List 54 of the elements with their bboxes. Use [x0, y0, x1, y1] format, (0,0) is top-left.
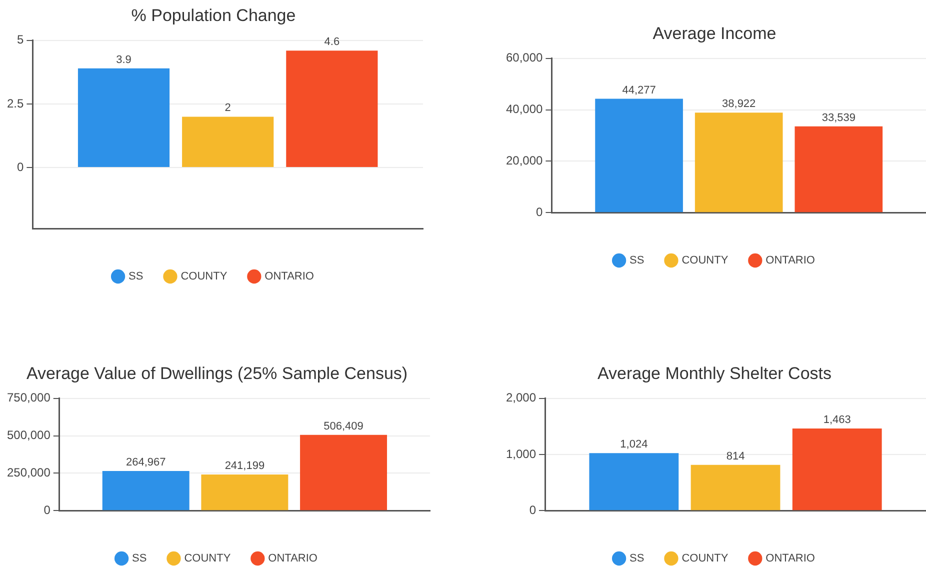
chart-title: Average Income: [652, 24, 776, 43]
bar: [102, 470, 190, 510]
y-tick-label: 750,000: [6, 390, 51, 405]
chart-title: % Population Change: [131, 6, 296, 25]
legend-label: SS: [630, 254, 644, 267]
legend-label: COUNTY: [682, 552, 729, 565]
bar: [792, 428, 882, 510]
y-tick-label: 0: [536, 204, 544, 219]
data-label: 1,024: [620, 438, 648, 451]
bar: [694, 112, 783, 212]
data-label: 44,277: [622, 84, 656, 96]
legend-label: ONTARIO: [268, 552, 318, 565]
data-label: 38,922: [722, 98, 756, 110]
legend-label: SS: [128, 270, 144, 283]
legend-label: COUNTY: [682, 254, 729, 267]
chart-title: Average Monthly Shelter Costs: [597, 364, 832, 383]
legend-label: ONTARIO: [766, 552, 816, 565]
data-label: 33,539: [822, 112, 856, 124]
legend-label: COUNTY: [184, 552, 232, 565]
y-tick-label: 0: [529, 502, 536, 517]
y-tick-label: 250,000: [6, 466, 51, 480]
bar: [286, 50, 378, 168]
bar: [78, 68, 170, 168]
legend-label: COUNTY: [180, 270, 228, 283]
y-tick-label: 5: [16, 32, 24, 47]
data-label: 506,409: [324, 420, 364, 432]
y-tick-label: 1,000: [506, 446, 536, 461]
y-tick-label: 500,000: [6, 428, 51, 442]
data-label: 814: [726, 450, 745, 462]
y-tick-label: 20,000: [506, 154, 544, 168]
data-label: 264,967: [126, 456, 166, 468]
legend-label: ONTARIO: [264, 270, 314, 283]
bar: [595, 98, 683, 212]
data-label: 241,199: [224, 460, 265, 472]
bar: [589, 453, 679, 510]
y-tick-label: 60,000: [506, 50, 544, 65]
bar: [182, 116, 274, 168]
data-label: 1,463: [823, 414, 851, 426]
legend-label: SS: [132, 552, 147, 565]
data-label: 2: [224, 102, 231, 114]
y-tick-label: 40,000: [506, 102, 544, 116]
y-tick-label: 0: [16, 160, 24, 174]
legend-label: ONTARIO: [766, 254, 816, 267]
data-label: 3.9: [116, 54, 132, 66]
y-tick-label: 2,000: [506, 390, 536, 405]
chart-title: Average Value of Dwellings (25% Sample Census): [26, 364, 408, 383]
bar: [794, 126, 883, 212]
y-tick-label: 2.5: [6, 96, 24, 110]
legend-label: SS: [630, 552, 644, 565]
bar: [300, 434, 388, 510]
bar: [690, 464, 780, 510]
data-label: 4.6: [324, 36, 340, 48]
bar: [201, 474, 288, 510]
y-tick-label: 0: [44, 502, 51, 517]
